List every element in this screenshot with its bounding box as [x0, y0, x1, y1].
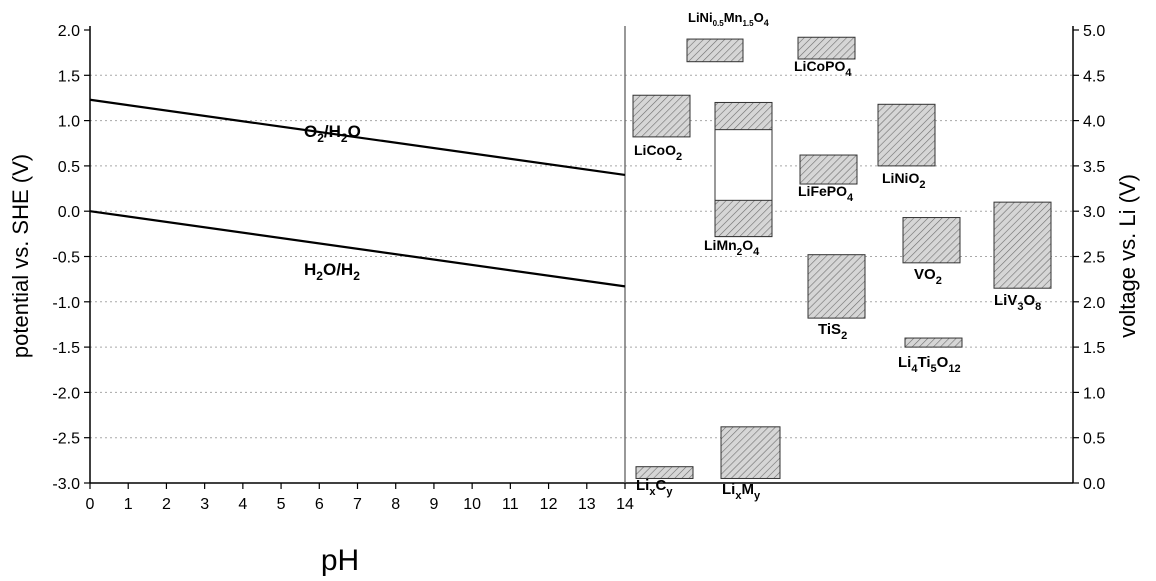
- x-tick-label: 11: [502, 496, 519, 513]
- left-y-axis-ticks: 2.0 1.5 1.0 0.5 0.0 -0.5 -1.0 -1.5 -2.0 -2.5 -3.0: [52, 23, 90, 493]
- lixcy-label: LixCy: [636, 477, 673, 498]
- liv3o8-label: LiV3O8: [994, 292, 1041, 313]
- x-tick-label: 2: [162, 496, 171, 513]
- x-tick-label: 7: [353, 496, 362, 513]
- box-lini0-5mn1-5o4: [686, 38, 744, 63]
- x-tick-label: 1: [124, 496, 133, 513]
- right-y-tick-label: 2.5: [1083, 250, 1105, 267]
- left-y-tick-label: -2.0: [52, 385, 80, 402]
- left-y-tick-label: -3.0: [52, 476, 80, 493]
- box-limn2o4-upper-: [714, 101, 773, 131]
- li4ti5o12-label: Li4Ti5O12: [898, 354, 961, 375]
- box-licoo2: [632, 94, 691, 138]
- right-y-tick-label: 4.5: [1083, 68, 1105, 85]
- licopo4-label: LiCoPO4: [794, 58, 852, 79]
- x-tick-label: 5: [277, 496, 286, 513]
- x-tick-label: 8: [391, 496, 400, 513]
- lifepo4-label: LiFePO4: [798, 183, 854, 204]
- box-limn2o4: [714, 199, 773, 238]
- x-tick-label: 13: [578, 496, 596, 513]
- left-y-tick-label: 1.5: [58, 68, 80, 85]
- left-y-axis-title: potential vs. SHE (V): [8, 154, 33, 358]
- right-y-tick-label: 5.0: [1083, 23, 1105, 40]
- left-y-tick-label: -0.5: [52, 250, 80, 267]
- left-y-tick-label: 0.5: [58, 159, 80, 176]
- right-y-tick-label: 3.0: [1083, 204, 1105, 221]
- box-lixmy: [720, 426, 781, 479]
- box-liv3o8: [993, 201, 1052, 289]
- left-y-tick-label: -1.0: [52, 295, 80, 312]
- x-tick-label: 14: [616, 496, 634, 513]
- box-linio2: [877, 103, 936, 167]
- linimn-label: LiNi0.5Mn1.5O4: [688, 10, 769, 28]
- right-y-tick-label: 0.5: [1083, 431, 1105, 448]
- box-vo2: [902, 217, 961, 264]
- box-lifepo4: [799, 154, 858, 185]
- left-y-tick-label: 2.0: [58, 23, 80, 40]
- right-y-tick-label: 4.0: [1083, 114, 1105, 131]
- o2-h2o-label: O2/H2O: [304, 122, 361, 145]
- right-y-tick-label: 1.5: [1083, 340, 1105, 357]
- plot-frame: [89, 26, 1074, 484]
- x-tick-label: 4: [238, 496, 247, 513]
- lixmy-label: LixMy: [722, 481, 761, 502]
- licoo2-label: LiCoO2: [634, 142, 682, 163]
- right-y-tick-label: 0.0: [1083, 476, 1105, 493]
- grid-lines: [90, 74, 1073, 439]
- right-y-tick-label: 1.0: [1083, 385, 1105, 402]
- h2o-h2-label: H2O/H2: [304, 260, 360, 283]
- box-tis2: [807, 254, 866, 319]
- box-lixcy: [635, 466, 694, 479]
- right-y-tick-label: 2.0: [1083, 295, 1105, 312]
- box-li4ti5o12: [904, 337, 963, 348]
- box-licopo4: [797, 36, 856, 60]
- x-tick-label: 6: [315, 496, 324, 513]
- x-tick-label: 0: [86, 496, 95, 513]
- tis2-label: TiS2: [818, 321, 847, 342]
- right-y-tick-label: 3.5: [1083, 159, 1105, 176]
- limn2o4-label: LiMn2O4: [704, 237, 760, 258]
- series-line-h2o-h2: [89, 210, 626, 288]
- left-y-tick-label: -2.5: [52, 431, 80, 448]
- x-tick-label: 9: [429, 496, 438, 513]
- right-y-axis-ticks: 5.0 4.5 4.0 3.5 3.0 2.5 2.0 1.5 1.0 0.5 0.0: [1073, 23, 1105, 493]
- series-line-o2-h2o: [89, 98, 626, 177]
- vo2-label: VO2: [914, 266, 942, 287]
- left-y-tick-label: 1.0: [58, 114, 80, 131]
- redox-lines: [89, 98, 626, 288]
- right-y-axis-title: voltage vs. Li (V): [1115, 174, 1140, 338]
- left-y-tick-label: 0.0: [58, 204, 80, 221]
- material-boxes: [632, 36, 1052, 479]
- x-tick-label: 10: [463, 496, 481, 513]
- linio2-label: LiNiO2: [882, 170, 925, 191]
- x-axis-ticks: 0 1 2 3 4 5 6 7 8 9 10 11 12 13 14: [86, 483, 634, 513]
- x-tick-label: 12: [540, 496, 558, 513]
- left-y-tick-label: -1.5: [52, 340, 80, 357]
- x-axis-title: pH: [321, 544, 359, 577]
- x-tick-label: 3: [200, 496, 209, 513]
